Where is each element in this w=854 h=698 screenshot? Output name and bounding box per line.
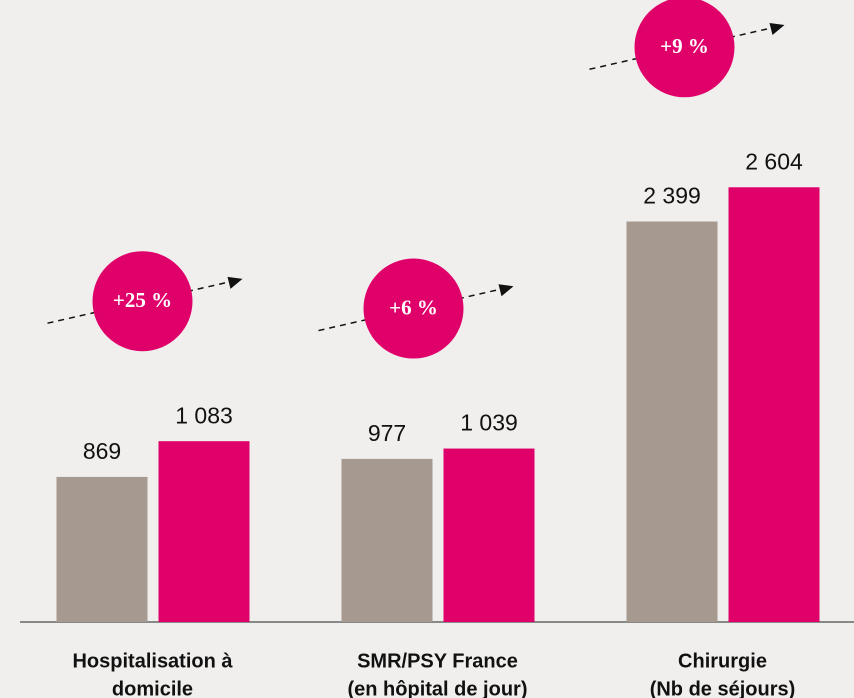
x-tick-label: SMR/PSY France [357, 650, 518, 672]
x-tick-label: Hospitalisation à [72, 650, 233, 672]
bar [158, 441, 250, 622]
annotation-badge [363, 258, 464, 359]
value-label: 977 [368, 420, 406, 446]
value-label: 2 604 [745, 148, 803, 174]
arrow-head [769, 22, 785, 35]
trend-arrow [47, 280, 233, 324]
value-label: 1 039 [460, 410, 518, 436]
bar [626, 221, 718, 622]
annotation-badge [92, 251, 193, 352]
value-label: 2 399 [643, 183, 701, 209]
x-tick-label: (Nb de séjours) [650, 678, 796, 698]
value-label: 1 083 [175, 402, 233, 428]
annotation: +25 % [113, 288, 172, 312]
annotation: +9 % [660, 34, 709, 58]
x-tick-label: Chirurgie [678, 650, 767, 672]
bar [56, 476, 148, 622]
arrow-head [498, 284, 514, 297]
x-tick-label: (en hôpital de jour) [348, 678, 528, 698]
bar [443, 448, 535, 622]
trend-arrow [589, 26, 775, 71]
x-tick-label: domicile [112, 678, 193, 698]
bar [341, 458, 433, 622]
trend-arrow [318, 287, 504, 332]
bar [728, 187, 820, 622]
value-label: 869 [83, 438, 121, 464]
arrow-head [227, 276, 243, 289]
annotation: +6 % [389, 295, 438, 319]
annotation-badge [634, 0, 735, 98]
